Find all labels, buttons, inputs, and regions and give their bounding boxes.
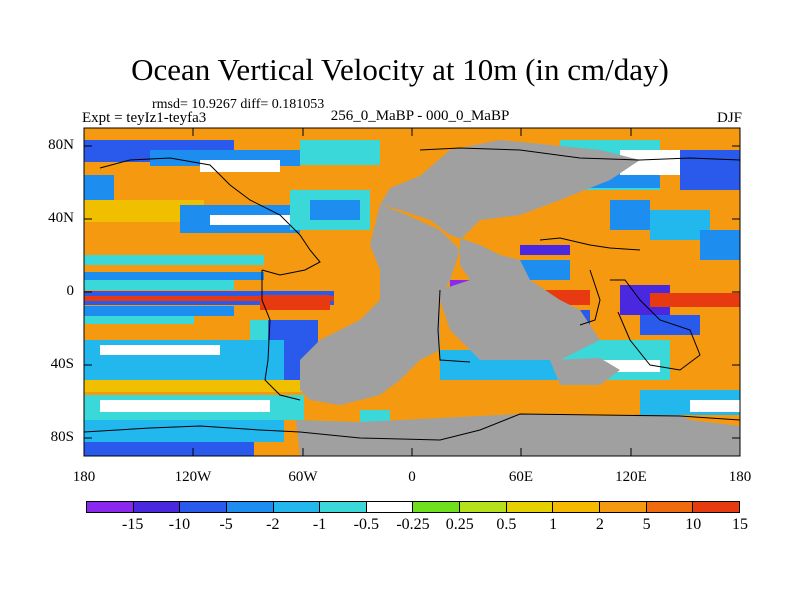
colorbar-label: -10	[168, 516, 191, 533]
field-patch	[84, 255, 264, 265]
field-patch	[84, 442, 254, 456]
colorbar-label: 15	[732, 516, 748, 533]
colorbar-label: 1	[549, 516, 558, 533]
field-patch	[650, 293, 740, 307]
field-patch	[310, 200, 360, 220]
field-patch	[610, 200, 650, 230]
field-patch	[640, 315, 700, 335]
lon-label-180w: 180	[72, 469, 96, 485]
colorbar-label: -1	[312, 516, 327, 533]
field-patch	[84, 175, 114, 200]
experiment-label: Expt = teyIz1-teyfa3	[82, 110, 207, 126]
lon-label-120e: 120E	[615, 469, 647, 485]
field-patch	[690, 400, 740, 412]
colorbar-label: 5	[642, 516, 651, 533]
colorbar-swatch	[600, 502, 647, 512]
colorbar-swatch	[506, 502, 554, 512]
lat-label-40n: 40N	[48, 210, 74, 226]
colorbar-swatch	[553, 502, 601, 512]
colorbar-label: -5	[219, 516, 233, 533]
field-patch	[84, 420, 284, 442]
lon-label-60w: 60W	[288, 469, 318, 485]
colorbar-label: 0.25	[445, 516, 474, 533]
season-label: DJF	[716, 110, 742, 126]
field-patch	[680, 150, 740, 190]
colorbar	[86, 501, 740, 513]
lat-label-40s: 40S	[50, 356, 74, 372]
field-patch	[300, 140, 380, 165]
field-patch	[84, 306, 234, 316]
field-patch	[210, 215, 290, 225]
lon-label-0: 0	[408, 469, 416, 485]
colorbar-label: -2	[266, 516, 280, 533]
colorbar-swatch	[320, 502, 367, 512]
map-field	[84, 128, 740, 456]
colorbar-swatch	[646, 502, 694, 512]
lat-label-80s: 80S	[50, 429, 74, 445]
field-patch	[84, 380, 324, 392]
colorbar-swatch	[180, 502, 227, 512]
colorbar-label: 10	[685, 516, 702, 533]
plot-title: Ocean Vertical Velocity at 10m (in cm/da…	[131, 52, 669, 87]
lon-label-120w: 120W	[174, 469, 212, 485]
field-patch	[84, 296, 334, 301]
axis-ticks	[83, 128, 741, 456]
colorbar-label: -0.5	[353, 516, 379, 533]
field-patch	[100, 345, 220, 355]
land-mask	[296, 140, 740, 456]
colorbar-swatch	[133, 502, 181, 512]
colorbar-label: 0.5	[496, 516, 517, 533]
field-patch	[520, 245, 570, 255]
field-patch	[700, 230, 740, 260]
field-patch	[84, 316, 194, 324]
coastline-outline	[84, 147, 740, 441]
colorbar-label: 2	[595, 516, 604, 533]
colorbar-swatch	[87, 502, 134, 512]
colorbar-label: -0.25	[396, 516, 430, 533]
lat-label-80n: 80N	[48, 137, 74, 153]
colorbar-swatch	[226, 502, 274, 512]
field-patch	[100, 400, 270, 412]
lon-label-60e: 60E	[508, 469, 534, 485]
field-patch	[84, 272, 264, 280]
field-patch	[260, 295, 330, 310]
comparison-label: 256_0_MaBP - 000_0_MaBP	[330, 108, 510, 124]
colorbar-swatch	[273, 502, 321, 512]
colorbar-swatch	[693, 502, 739, 512]
field-patch	[84, 280, 234, 290]
colorbar-swatch	[460, 502, 507, 512]
colorbar-swatch	[413, 502, 461, 512]
field-patch	[200, 160, 280, 172]
lon-label-180e: 180	[728, 469, 752, 485]
field-patch	[84, 200, 204, 222]
lat-label-0: 0	[66, 283, 75, 299]
colorbar-swatch	[366, 502, 414, 512]
stats-text: rmsd= 10.9267 diff= 0.181053	[152, 97, 325, 112]
colorbar-label: -15	[122, 516, 144, 533]
